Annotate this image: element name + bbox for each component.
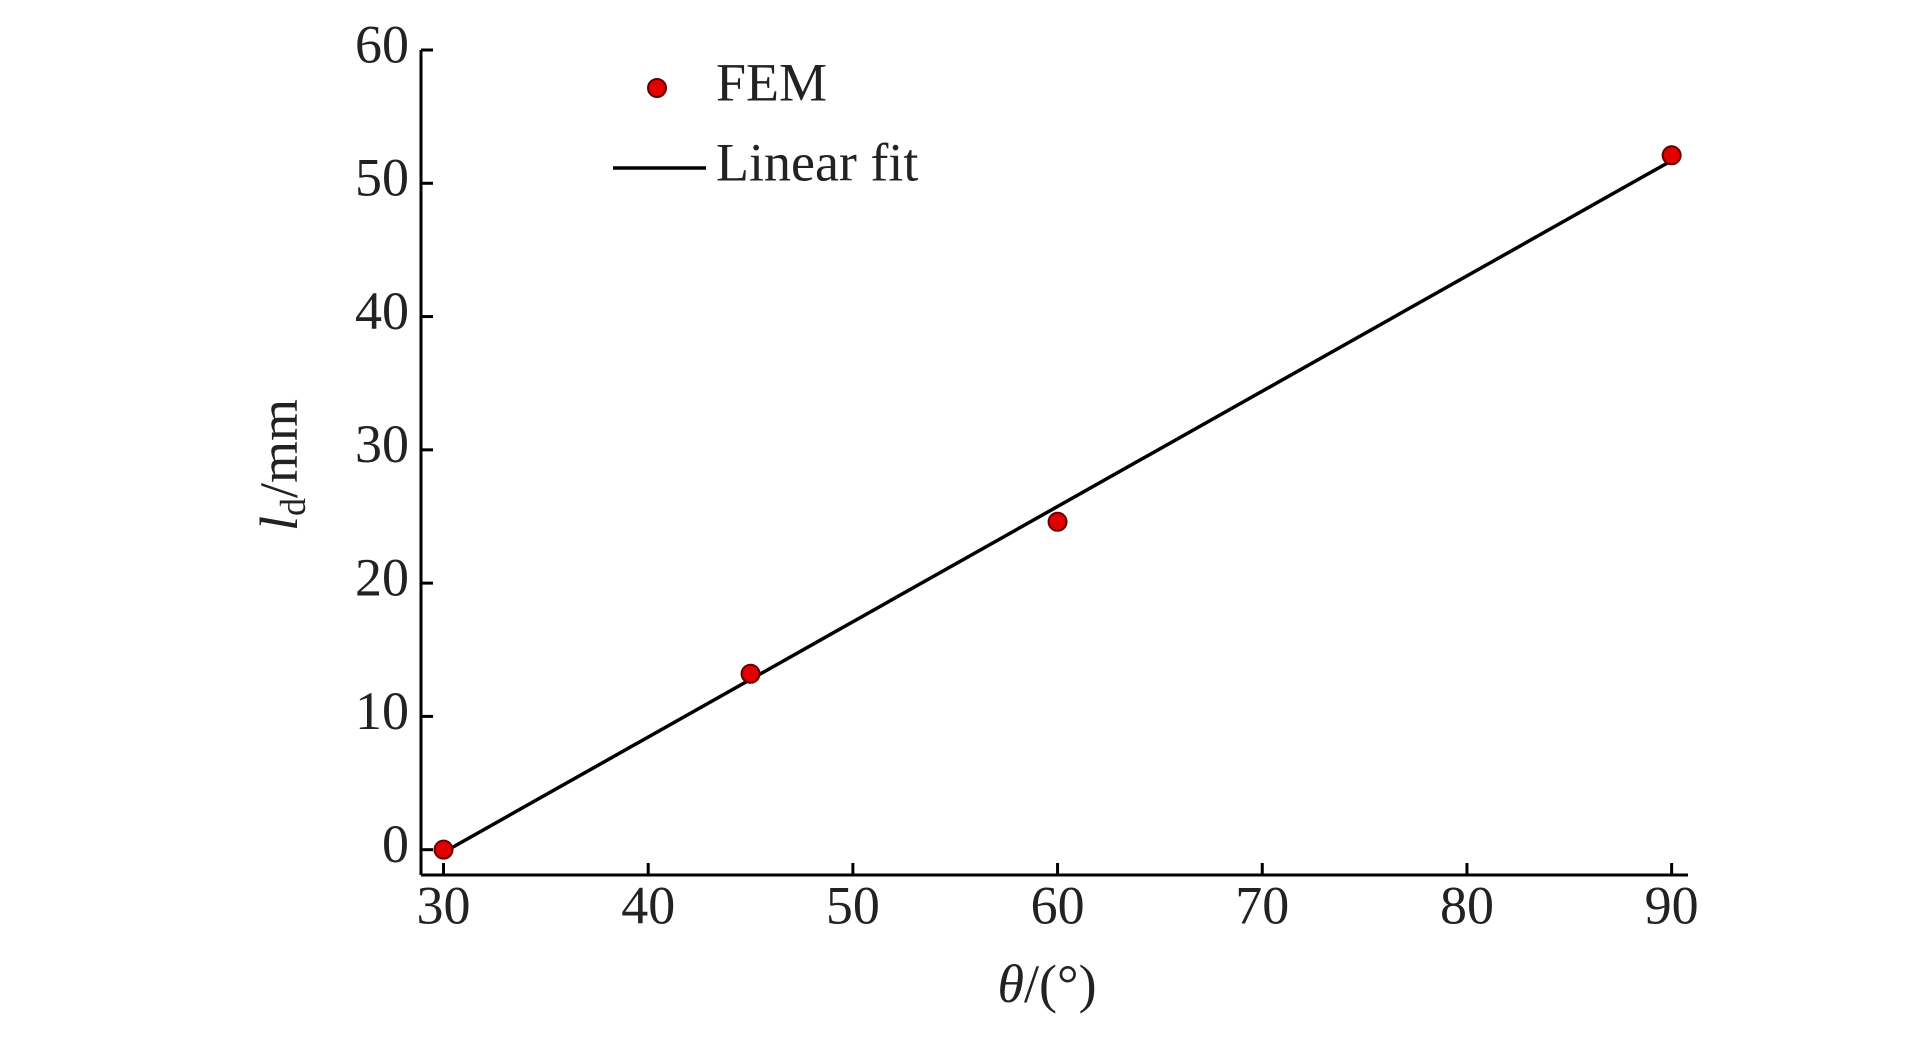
y-axis-unit: /mm (249, 399, 309, 498)
x-axis-unit: /(°) (1024, 954, 1097, 1014)
y-axis-title: ld/mm (249, 399, 313, 531)
x-tick-label: 60 (1031, 875, 1085, 935)
x-tick-label: 30 (417, 875, 471, 935)
y-axis-symbol: l (249, 516, 309, 531)
x-tick-label: 50 (826, 875, 880, 935)
fit-line (442, 159, 1673, 854)
y-tick-label: 30 (355, 414, 409, 474)
x-tick-label: 80 (1440, 875, 1494, 935)
y-tick-label: 40 (355, 281, 409, 341)
x-axis-symbol: θ (997, 954, 1024, 1014)
x-tick-label: 90 (1645, 875, 1699, 935)
legend-label: Linear fit (716, 132, 918, 192)
y-tick-label: 0 (382, 814, 409, 874)
x-tick-label: 40 (621, 875, 675, 935)
x-axis-title: θ/(°) (997, 954, 1096, 1014)
data-point (740, 663, 761, 684)
data-point (1661, 145, 1682, 166)
x-tick-label: 70 (1235, 875, 1289, 935)
data-point (1047, 511, 1068, 532)
y-tick-label: 10 (355, 681, 409, 741)
legend-marker (647, 78, 667, 98)
legend-label: FEM (716, 52, 827, 112)
y-axis-subscript: d (273, 498, 313, 516)
y-tick-label: 50 (355, 148, 409, 208)
data-point (433, 839, 454, 860)
y-tick-label: 20 (355, 548, 409, 608)
y-tick-label: 60 (355, 14, 409, 74)
